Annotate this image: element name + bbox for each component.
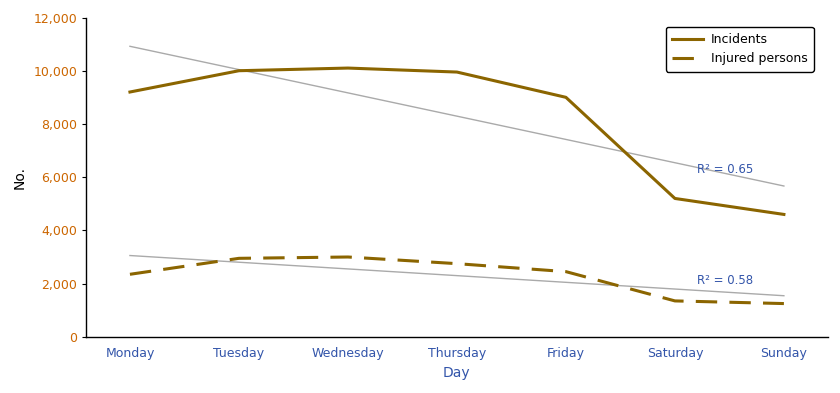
Legend: Incidents, Injured persons: Incidents, Injured persons [666,27,814,72]
Injured persons [343,255,353,259]
Text: R² = 0.65: R² = 0.65 [696,163,753,176]
Incidents [234,68,244,73]
Injured persons [125,272,135,277]
Incidents [561,95,571,100]
X-axis label: Day: Day [444,367,470,380]
Line: Incidents: Incidents [130,68,784,215]
Incidents [779,212,789,217]
Injured persons [561,269,571,274]
Incidents [125,90,135,94]
Incidents [452,70,462,74]
Y-axis label: No.: No. [13,166,27,189]
Incidents [343,66,353,70]
Injured persons [234,256,244,261]
Incidents [669,196,680,201]
Injured persons [779,301,789,306]
Text: R² = 0.58: R² = 0.58 [696,274,753,287]
Injured persons [669,299,680,303]
Line: Injured persons: Injured persons [130,257,784,303]
Injured persons [452,261,462,266]
